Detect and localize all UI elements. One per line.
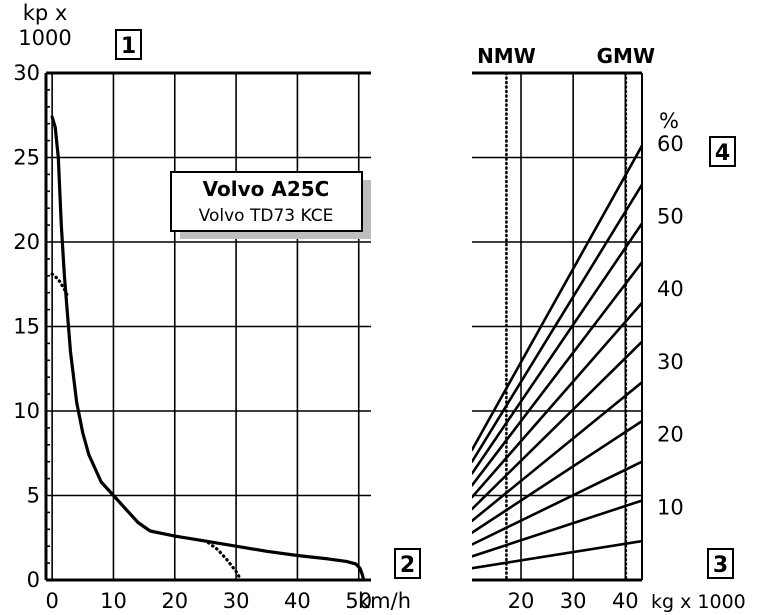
grade-line-3 (472, 260, 642, 487)
grade-line-0 (472, 144, 642, 452)
grade-line-6 (472, 380, 642, 523)
marker-4-label: 4 (715, 141, 730, 166)
series-curve-0 (50, 115, 366, 580)
y-tick-label-3: 15 (13, 315, 40, 339)
model-title: Volvo A25C (203, 177, 330, 201)
y-axis-title-line2: 1000 (18, 26, 71, 50)
grade-lines (472, 144, 642, 570)
y-tick-label-5: 25 (13, 146, 40, 170)
model-info-panel (170, 171, 363, 232)
x-tick-label-right-1: 30 (560, 589, 587, 613)
marker-1: 1 (115, 29, 142, 60)
grade-line-2 (472, 222, 642, 475)
marker-1-box (115, 29, 142, 60)
x-tick-label-left-3: 30 (223, 589, 250, 613)
grade-percent-label-1: 20 (657, 423, 684, 447)
grade-line-1 (472, 183, 642, 464)
marker-2-box (394, 548, 421, 579)
marker-2-label: 2 (400, 553, 415, 578)
y-tick-label-4: 20 (13, 230, 40, 254)
grade-line-10 (472, 539, 642, 570)
series-curve-1 (50, 272, 69, 296)
x-tick-label-right-2: 40 (612, 589, 639, 613)
grade-line-8 (472, 460, 642, 546)
grade-line-5 (472, 340, 642, 511)
y-axis-title-line1: kp x (23, 1, 68, 25)
marker-4: 4 (709, 136, 736, 167)
y-tick-label-2: 10 (13, 399, 40, 423)
left-panel: 0 10 20 30 40 50 0 5 10 15 20 25 30 kp x 1000 km/h V… (13, 1, 411, 613)
right-panel: NMW GMW 20 30 40 10 20 30 40 50 60 % kg x 1000 (472, 44, 746, 613)
grade-line-9 (472, 499, 642, 558)
right-reference-lines: NMW GMW (477, 44, 655, 582)
x-tick-label-left-5: 50 (345, 589, 372, 613)
left-labels: 0 10 20 30 40 50 0 5 10 15 20 25 30 (13, 61, 372, 613)
series-curve-2 (206, 541, 243, 580)
reference-label-gmw: GMW (597, 44, 655, 68)
grade-line-4 (472, 301, 642, 499)
grade-line-7 (472, 419, 642, 534)
model-info-box: Volvo A25C Volvo TD73 KCE (170, 171, 371, 239)
right-frame (472, 71, 643, 582)
x-axis-unit-left: km/h (358, 589, 411, 613)
right-labels: 20 30 40 10 20 30 40 50 60 (508, 132, 684, 613)
y-tick-label-1: 5 (27, 484, 40, 508)
engine-subtitle: Volvo TD73 KCE (199, 206, 334, 226)
reference-label-nmw: NMW (477, 44, 536, 68)
marker-4-box (709, 136, 736, 167)
x-tick-label-left-2: 20 (161, 589, 188, 613)
y-tick-label-0: 0 (27, 568, 40, 592)
left-frame (44, 71, 371, 582)
grade-percent-label-3: 40 (657, 277, 684, 301)
marker-3-box (707, 548, 734, 579)
x-tick-label-right-0: 20 (508, 589, 535, 613)
marker-3: 3 (707, 548, 734, 579)
marker-3-label: 3 (713, 553, 728, 578)
grade-percent-label-2: 30 (657, 350, 684, 374)
grade-percent-label-5: 60 (657, 132, 684, 156)
x-tick-label-left-4: 40 (284, 589, 311, 613)
marker-2: 2 (394, 548, 421, 579)
x-tick-label-left-0: 0 (45, 589, 58, 613)
percent-unit-label: % (659, 109, 679, 133)
x-tick-label-left-1: 10 (100, 589, 127, 613)
y-tick-label-6: 30 (13, 61, 40, 85)
left-series (50, 115, 366, 580)
grade-percent-label-4: 50 (657, 205, 684, 229)
x-axis-unit-right: kg x 1000 (651, 591, 746, 613)
left-grid (46, 72, 371, 581)
marker-1-label: 1 (121, 34, 136, 59)
grade-percent-label-0: 10 (657, 495, 684, 519)
